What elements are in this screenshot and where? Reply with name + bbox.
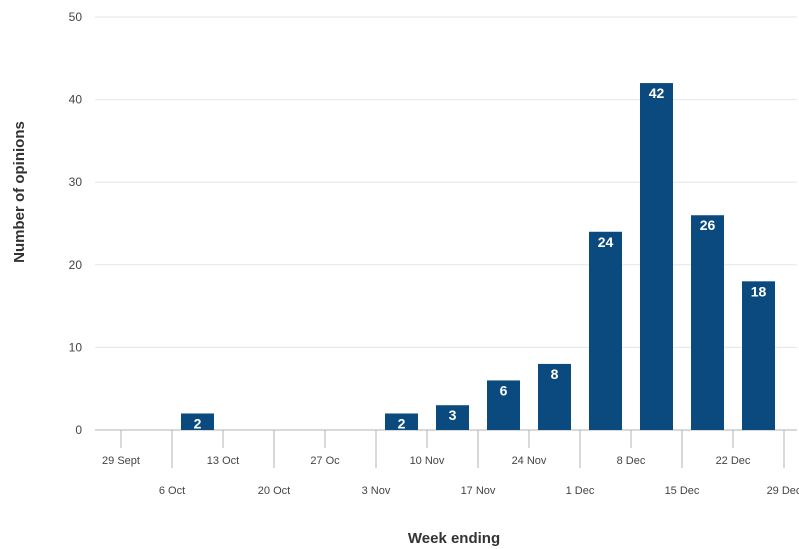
x-tick-label: 20 Oct (258, 485, 290, 497)
bar (742, 281, 775, 430)
bar-value-label: 3 (449, 407, 457, 423)
bar-value-label: 18 (751, 283, 767, 299)
x-tick-label: 13 Oct (207, 455, 239, 467)
bar (538, 363, 571, 430)
x-axis: 29 Sept 6 Oct 13 Oct 20 Oct 27 Oc 3 Nov 10 Nov… (95, 429, 799, 497)
x-tick-label: 27 Oc (310, 455, 340, 467)
x-tick-label: 8 Dec (617, 455, 646, 467)
y-tick-label: 0 (75, 423, 82, 437)
x-tick-label: 6 Oct (159, 485, 185, 497)
y-axis: 0 10 20 30 40 50 (69, 10, 83, 437)
bar (691, 215, 724, 430)
y-tick-label: 40 (69, 93, 83, 107)
bar-value-label: 8 (551, 366, 559, 382)
y-tick-label: 30 (69, 175, 83, 189)
x-tick-label: 1 Dec (566, 485, 595, 497)
x-tick-label: 22 Dec (716, 455, 751, 467)
bars: 2 2 3 6 8 24 42 26 18 (181, 83, 775, 431)
bar-value-label: 26 (700, 217, 716, 233)
x-tick-label: 24 Nov (512, 455, 547, 467)
x-tick-label: 29 Sept (102, 455, 140, 467)
x-tick-label: 10 Nov (410, 455, 445, 467)
y-axis-title: Number of opinions (11, 121, 28, 263)
x-tick-label: 3 Nov (362, 485, 391, 497)
bar (589, 231, 622, 430)
bar (385, 413, 418, 430)
x-tick-label: 17 Nov (461, 485, 496, 497)
x-tick-label: 15 Dec (665, 485, 700, 497)
bar-value-label: 2 (194, 415, 202, 431)
bar-value-label: 42 (649, 85, 665, 101)
bar (487, 380, 520, 430)
bar (436, 405, 469, 430)
bar-value-label: 6 (500, 382, 508, 398)
x-tick-label: 29 Dec (767, 485, 799, 497)
x-axis-title: Week ending (408, 530, 500, 547)
bar-value-label: 2 (398, 415, 406, 431)
y-tick-label: 10 (69, 340, 83, 354)
bar (181, 413, 214, 430)
y-tick-label: 50 (69, 10, 83, 24)
y-tick-label: 20 (69, 258, 83, 272)
gridlines (95, 16, 797, 348)
bar-value-label: 24 (598, 234, 614, 250)
bar (640, 83, 673, 430)
